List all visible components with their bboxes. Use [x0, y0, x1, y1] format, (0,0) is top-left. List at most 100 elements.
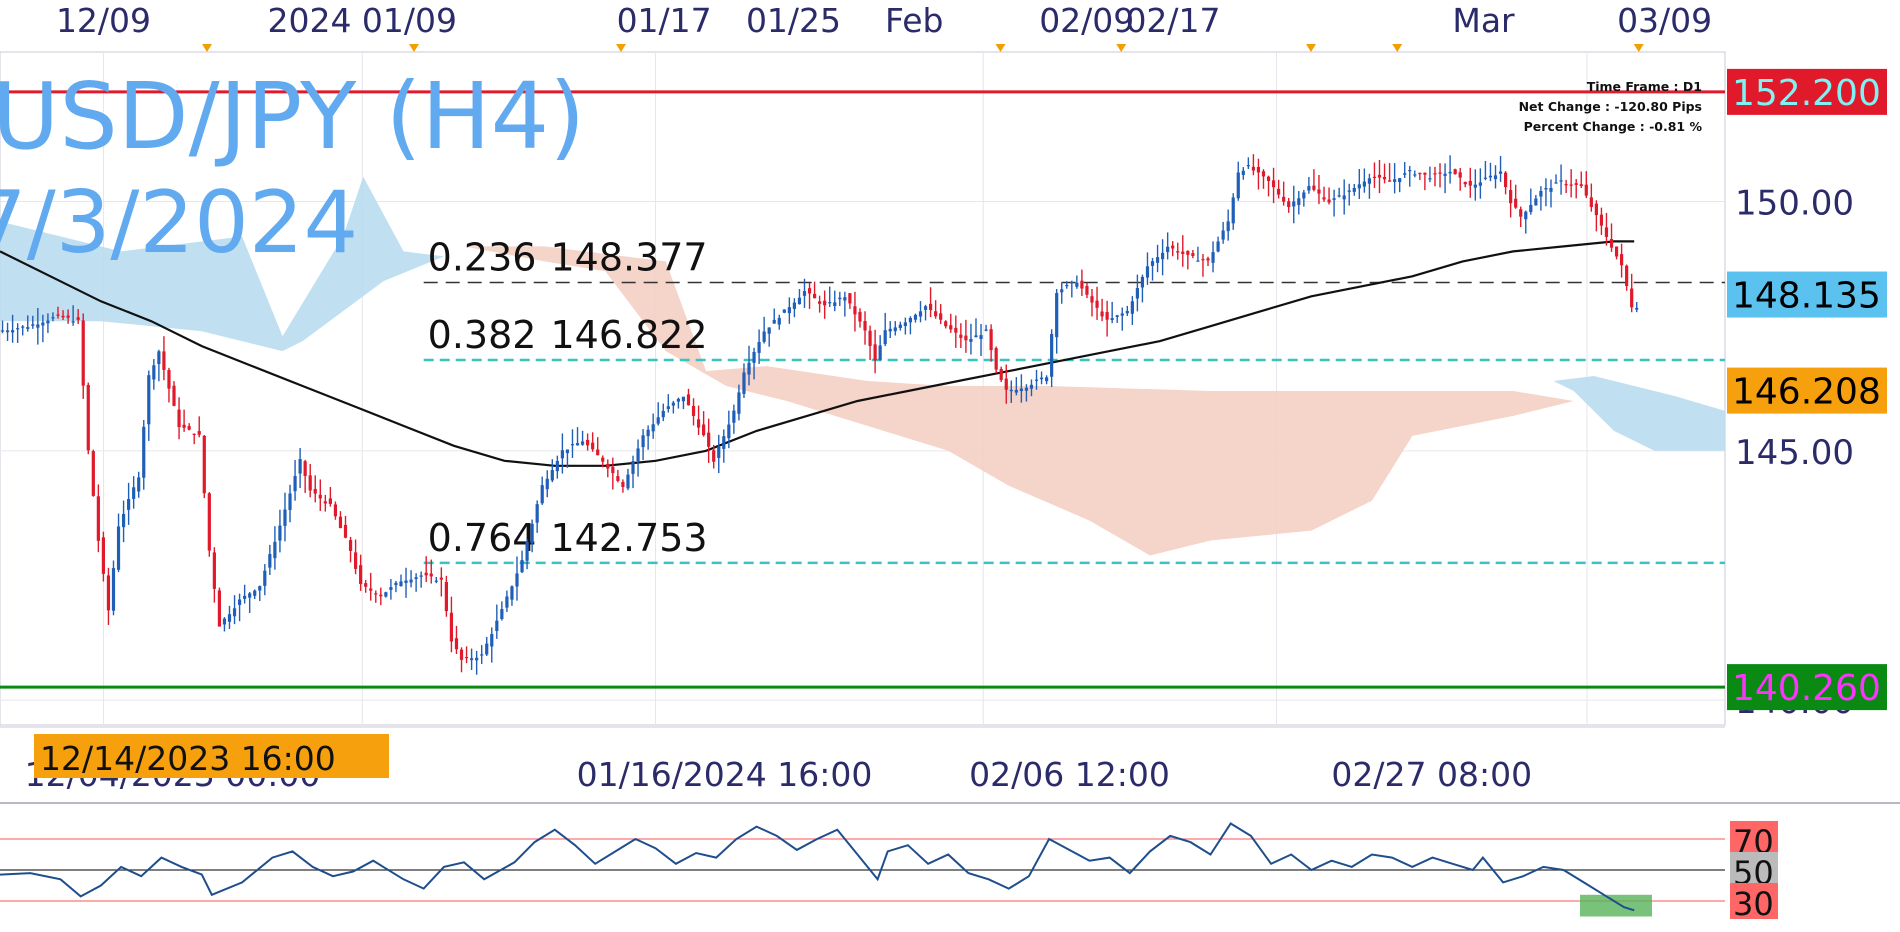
candle-up: [253, 590, 257, 596]
candle-up: [1039, 377, 1044, 380]
rsi-level-label: 30: [1733, 885, 1774, 923]
candle-up: [1398, 178, 1402, 183]
candle-up: [1352, 187, 1356, 192]
candle-up: [984, 329, 988, 331]
candle-up: [1403, 173, 1407, 175]
candle-down: [1519, 209, 1523, 217]
candle-down: [606, 463, 610, 469]
info-line: Net Change : -120.80 Pips: [1519, 99, 1702, 114]
candle-up: [843, 297, 847, 301]
candle-up: [1125, 310, 1129, 314]
candle-down: [1377, 174, 1382, 178]
candle-down: [333, 504, 338, 517]
info-line: Time Frame : D1: [1587, 79, 1702, 94]
candle-up: [510, 586, 514, 600]
candle-down: [812, 293, 817, 299]
candle-down: [1261, 171, 1266, 177]
candle-up: [722, 436, 726, 449]
candle-up: [237, 599, 242, 605]
fib-label-0.382: 0.382 146.822: [428, 313, 708, 357]
info-box: Time Frame : D1 Net Change : -120.80 Pips…: [1519, 79, 1703, 134]
candle-up: [263, 570, 267, 586]
candle-up: [1524, 211, 1528, 220]
candle-up: [258, 586, 262, 591]
candle-down: [91, 451, 95, 496]
y-axis-tick-label: 145.00: [1735, 433, 1854, 473]
fib-price: 148.377: [550, 235, 707, 279]
candle-up: [777, 317, 781, 325]
candle-up: [1034, 379, 1039, 381]
candle-up: [1221, 230, 1225, 240]
candle-up: [580, 441, 585, 445]
candle-up: [389, 587, 393, 590]
candle-up: [268, 554, 272, 568]
candle-up: [656, 417, 660, 424]
price-tags: 152.200 148.135 146.208 140.260: [1727, 68, 1887, 711]
candle-up: [248, 593, 252, 598]
candle-up: [21, 326, 25, 328]
top-axis-marker: [202, 44, 212, 52]
candle-down: [106, 575, 111, 611]
candle-up: [1050, 334, 1054, 377]
candle-down: [343, 524, 348, 538]
candle-up: [1292, 201, 1296, 207]
candle-up: [1473, 184, 1477, 188]
candle-up: [1498, 171, 1503, 174]
top-axis-marker: [995, 44, 1006, 52]
candle-down: [1251, 166, 1255, 171]
candle-down: [338, 516, 343, 528]
candle-up: [1055, 293, 1059, 338]
candle-up: [903, 322, 907, 327]
candle-up: [283, 509, 287, 526]
bottom-axis-label: 02/06 12:00: [969, 755, 1170, 794]
candle-up: [1534, 198, 1538, 206]
candle-up: [1362, 181, 1366, 187]
candle-up: [762, 331, 766, 342]
candle-down: [454, 638, 459, 650]
candle-down: [1090, 296, 1094, 303]
candle-up: [1211, 252, 1215, 263]
price-tag-cloud-top: [1727, 367, 1887, 414]
fib-price: 146.822: [550, 313, 707, 357]
fib-label-0.764: 0.764 142.753: [428, 516, 708, 560]
candle-down: [1609, 239, 1614, 248]
price-tag-support-text: 140.260: [1732, 668, 1881, 709]
chart-date: 7/3/2024: [0, 173, 358, 273]
candle-down: [1206, 258, 1210, 261]
candle-up: [0, 330, 5, 332]
candle-down: [101, 537, 105, 574]
candle-up: [782, 309, 786, 313]
candle-up: [717, 446, 721, 458]
candle-down: [464, 656, 469, 659]
candle-up: [470, 658, 474, 661]
candle-up: [1241, 170, 1245, 175]
candle-up: [737, 392, 741, 414]
rsi-line: [0, 822, 1635, 912]
candle-down: [1186, 250, 1190, 255]
candle-up: [550, 469, 554, 481]
candle-down: [444, 581, 448, 612]
price-tag-resistance-text: 152.200: [1732, 73, 1881, 114]
candle-up: [767, 327, 771, 334]
candle-down: [1514, 198, 1518, 208]
candle-down: [162, 351, 166, 370]
candle-down: [439, 577, 443, 580]
candle-up: [495, 620, 499, 632]
top-axis-band: [0, 0, 1900, 50]
candle-down: [702, 424, 706, 436]
candle-down: [1080, 280, 1084, 289]
candle-down: [928, 303, 933, 311]
candle-down: [1171, 245, 1175, 249]
candle-up: [1539, 190, 1543, 197]
rsi-oversold-box: [1580, 894, 1652, 917]
candle-up: [1408, 170, 1412, 172]
candle-up: [1488, 175, 1493, 178]
candle-up: [1135, 288, 1139, 299]
candle-up: [1236, 172, 1240, 199]
rsi-level-tag: [1730, 821, 1778, 857]
candle-up: [1161, 252, 1165, 260]
candle-up: [1337, 195, 1341, 197]
candle-up: [278, 525, 282, 541]
candle-down: [591, 442, 595, 450]
info-line: Percent Change : -0.81 %: [1524, 119, 1703, 134]
